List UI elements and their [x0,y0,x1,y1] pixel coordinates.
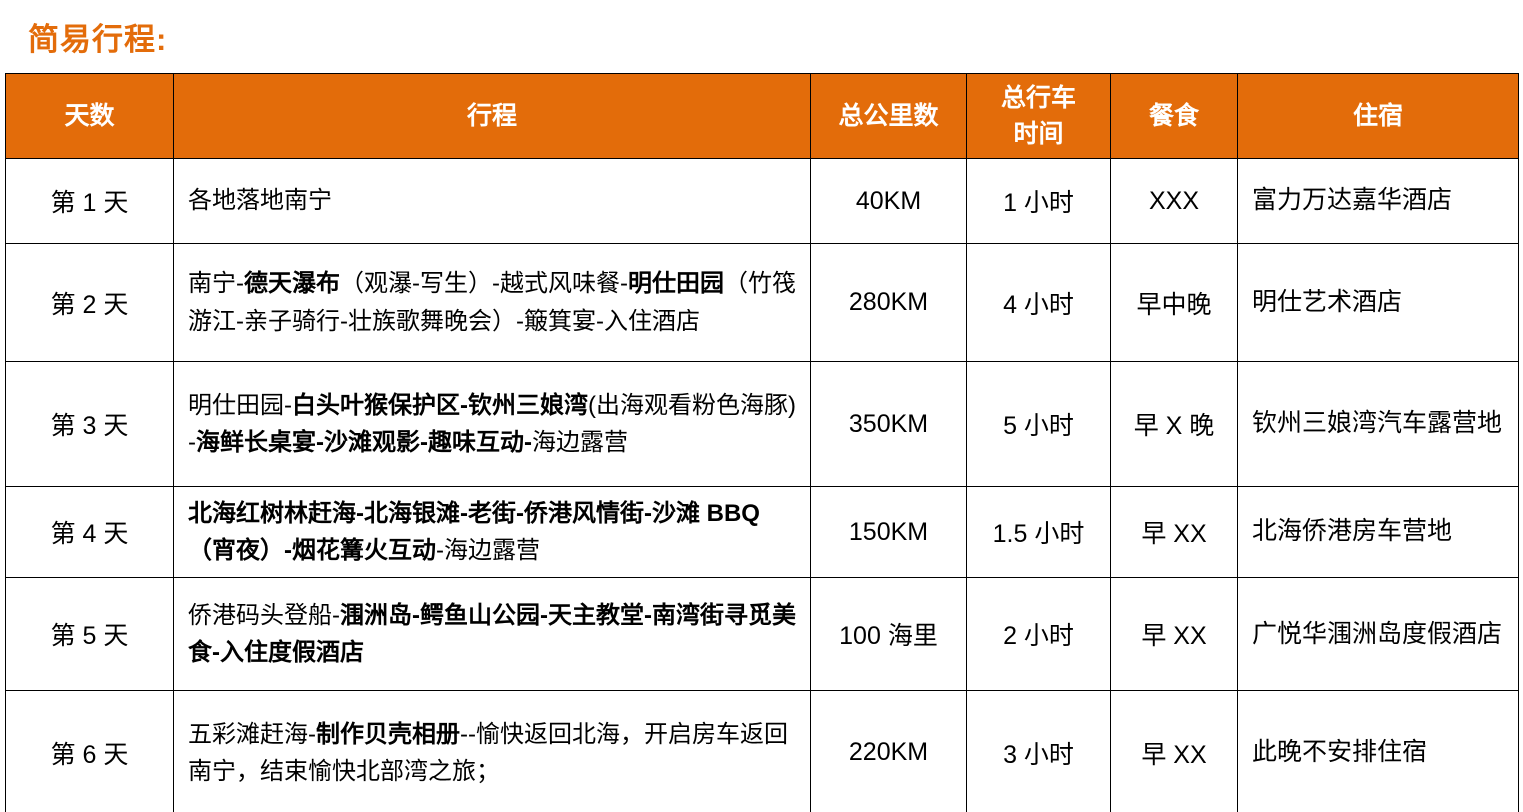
itinerary-table-body: 第 1 天各地落地南宁 40KM 1 小时 XXX 富力万达嘉华酒店第 2 天南宁-德天… [5,158,1519,812]
header-row: 天数 行程 总公里数 总行车 时间 餐食 住宿 [5,73,1519,159]
page-title: 简易行程: [28,22,168,57]
itinerary-segment: 侨港码头登船- [188,602,340,630]
itinerary-segment: 五彩滩赶海- [188,720,316,748]
day-cell: 第 5 天 [5,577,174,692]
drive-time-cell: 2 小时 [966,577,1111,692]
column-header-itinerary: 行程 [173,73,811,159]
itinerary-cell: 侨港码头登船-涠洲岛-鳄鱼山公园-天主教堂-南湾街寻觅美食-入住度假酒店 [173,577,811,692]
column-header-lodging: 住宿 [1237,73,1519,159]
itinerary-segment-bold: 德天瀑布 [244,270,340,298]
itinerary-segment: 海边露营 [531,429,628,456]
distance-cell: 100 海里 [810,577,967,692]
column-header-meals: 餐食 [1110,73,1238,159]
itinerary-segment-bold: 涠洲岛-鳄鱼山公园-天主教堂-南湾街寻觅美食-入住度假酒店 [188,602,796,667]
distance-cell: 280KM [810,243,967,362]
table-row: 第 1 天各地落地南宁 40KM 1 小时 XXX 富力万达嘉华酒店 [5,158,1519,244]
table-row: 第 6 天五彩滩赶海-制作贝壳相册--愉快返回北海，开启房车返回南宁，结束愉快北… [5,690,1519,812]
day-cell: 第 4 天 [5,485,174,579]
itinerary-segment-bold: 制作贝壳相册 [316,720,460,748]
itinerary-segment: 各地落地南宁 [188,187,332,215]
drive-time-cell: 1 小时 [966,158,1111,244]
day-cell: 第 3 天 [5,361,174,487]
lodging-cell: 此晚不安排住宿 [1237,690,1519,812]
distance-cell: 150KM [810,485,967,579]
itinerary-table-header: 天数 行程 总公里数 总行车 时间 餐食 住宿 [5,73,1519,159]
itinerary-cell: 明仕田园-白头叶猴保护区-钦州三娘湾(出海观看粉色海豚) -海鲜长桌宴-沙滩观影… [173,361,811,487]
meals-cell: 早 XX [1110,577,1238,692]
table-row: 第 4 天北海红树林赶海-北海银滩-老街-侨港风情街-沙滩 BBQ（宵夜）-烟花… [5,485,1519,579]
itinerary-segment-bold: 北海红树林赶海-北海银滩-老街-侨港风情街-沙滩 BBQ（宵夜）-烟花篝火互动 [188,500,760,565]
itinerary-segment-bold: 海鲜长桌宴-沙滩观影-趣味互动- [196,429,532,456]
column-header-drive-time: 总行车 时间 [966,73,1111,159]
itinerary-segment: -海边露营 [436,537,540,565]
meals-cell: 早 XX [1110,690,1238,812]
drive-time-cell: 4 小时 [966,243,1111,362]
itinerary-segment: --愉快返回北海，开启房车返回南宁，结束愉快北部湾之旅； [188,720,788,785]
itinerary-segment: (出海观看粉色海豚) - [188,391,796,456]
itinerary-cell: 北海红树林赶海-北海银滩-老街-侨港风情街-沙滩 BBQ（宵夜）-烟花篝火互动-… [173,485,811,579]
meals-cell: 早 XX [1110,485,1238,579]
itinerary-cell: 南宁-德天瀑布（观瀑-写生）-越式风味餐-明仕田园（竹筏游江-亲子骑行-壮族歌舞… [173,243,811,362]
distance-cell: 220KM [810,690,967,812]
itinerary-segment: （观瀑-写生）-越式风味餐- [340,270,628,298]
itinerary-segment-bold: 白头叶猴保护区-钦州三娘湾 [292,391,588,419]
day-cell: 第 6 天 [5,690,174,812]
itinerary-segment: 南宁- [188,270,244,298]
table-row: 第 3 天明仕田园-白头叶猴保护区-钦州三娘湾(出海观看粉色海豚) -海鲜长桌宴… [5,361,1519,487]
meals-cell: 早 X 晚 [1110,361,1238,487]
day-cell: 第 1 天 [5,158,174,244]
itinerary-cell: 五彩滩赶海-制作贝壳相册--愉快返回北海，开启房车返回南宁，结束愉快北部湾之旅； [173,690,811,812]
itinerary-cell: 各地落地南宁 [173,158,811,244]
lodging-cell: 富力万达嘉华酒店 [1237,158,1519,244]
table-row: 第 5 天侨港码头登船-涠洲岛-鳄鱼山公园-天主教堂-南湾街寻觅美食-入住度假酒… [5,577,1519,692]
itinerary-segment-bold: 明仕田园 [627,270,724,298]
drive-time-cell: 3 小时 [966,690,1111,812]
itinerary-table: 天数 行程 总公里数 总行车 时间 餐食 住宿 第 1 天各地落地南宁 40KM 1… [5,73,1519,812]
distance-cell: 40KM [810,158,967,244]
meals-cell: XXX [1110,158,1238,244]
column-header-days: 天数 [5,73,174,159]
column-header-total-km: 总公里数 [810,73,967,159]
itinerary-segment: 明仕田园- [188,391,292,419]
lodging-cell: 钦州三娘湾汽车露营地 [1237,361,1519,487]
itinerary-segment: （竹筏游江-亲子骑行-壮族歌舞晚会）-簸箕宴-入住酒店 [188,270,796,335]
lodging-cell: 广悦华涠洲岛度假酒店 [1237,577,1519,692]
lodging-cell: 明仕艺术酒店 [1237,243,1519,362]
lodging-cell: 北海侨港房车营地 [1237,485,1519,579]
day-cell: 第 2 天 [5,243,174,362]
distance-cell: 350KM [810,361,967,487]
table-row: 第 2 天南宁-德天瀑布（观瀑-写生）-越式风味餐-明仕田园（竹筏游江-亲子骑行… [5,243,1519,362]
meals-cell: 早中晚 [1110,243,1238,362]
drive-time-cell: 1.5 小时 [966,485,1111,579]
drive-time-cell: 5 小时 [966,361,1111,487]
